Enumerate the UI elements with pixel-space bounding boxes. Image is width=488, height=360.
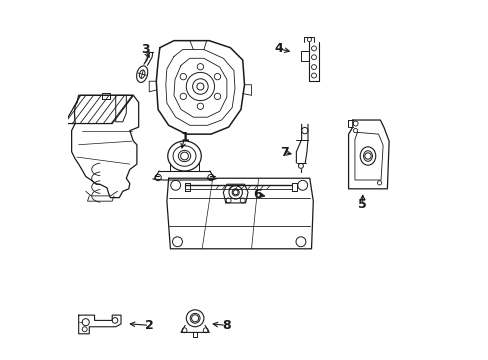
Text: 5: 5 xyxy=(358,198,366,211)
Text: 2: 2 xyxy=(144,319,153,332)
Text: 8: 8 xyxy=(222,319,230,332)
Text: 6: 6 xyxy=(253,188,262,201)
Text: 1: 1 xyxy=(180,131,188,144)
Text: 4: 4 xyxy=(274,42,283,55)
Text: 3: 3 xyxy=(141,43,149,56)
Text: 7: 7 xyxy=(279,146,288,159)
